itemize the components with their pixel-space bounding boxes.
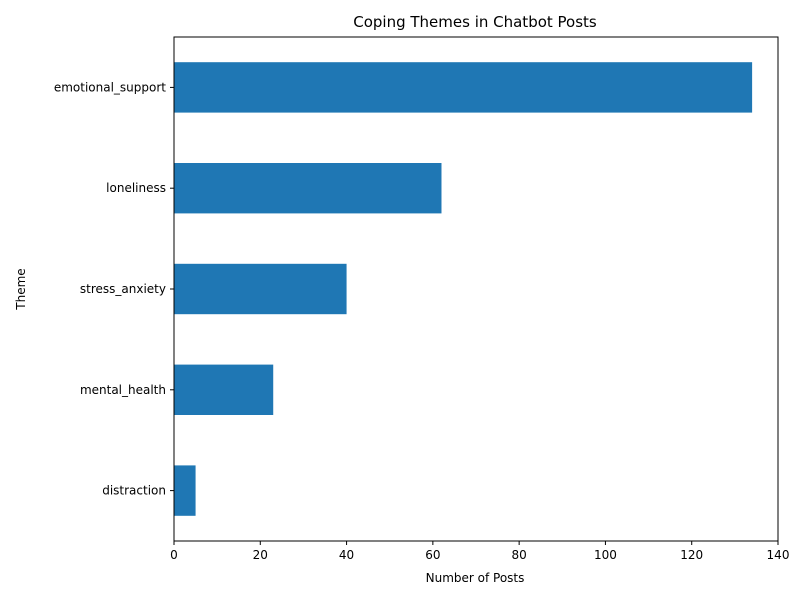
bars-layer <box>174 62 753 516</box>
bar-mental-health <box>174 364 274 415</box>
chart-title: Coping Themes in Chatbot Posts <box>353 13 597 31</box>
y-tick-label: loneliness <box>106 181 166 195</box>
y-tick-label: emotional_support <box>54 80 166 94</box>
y-axis-label: Theme <box>14 268 28 310</box>
x-tick-label: 20 <box>253 548 268 562</box>
x-tick-label: 80 <box>512 548 527 562</box>
x-axis-label: Number of Posts <box>426 571 525 585</box>
y-tick-label: mental_health <box>80 383 166 397</box>
bar-distraction <box>174 465 196 516</box>
x-tick-label: 140 <box>767 548 790 562</box>
bar-emotional-support <box>174 62 753 113</box>
x-tick-label: 120 <box>680 548 703 562</box>
x-tick-label: 40 <box>339 548 354 562</box>
ticks-layer: emotional_support loneliness stress_anxiet… <box>54 80 790 562</box>
bar-loneliness <box>174 163 442 214</box>
x-tick-label: 0 <box>170 548 178 562</box>
bar-stress-anxiety <box>174 263 347 315</box>
y-tick-label: stress_anxiety <box>80 282 166 296</box>
y-tick-label: distraction <box>102 484 166 498</box>
x-tick-label: 100 <box>594 548 617 562</box>
x-tick-label: 60 <box>425 548 440 562</box>
